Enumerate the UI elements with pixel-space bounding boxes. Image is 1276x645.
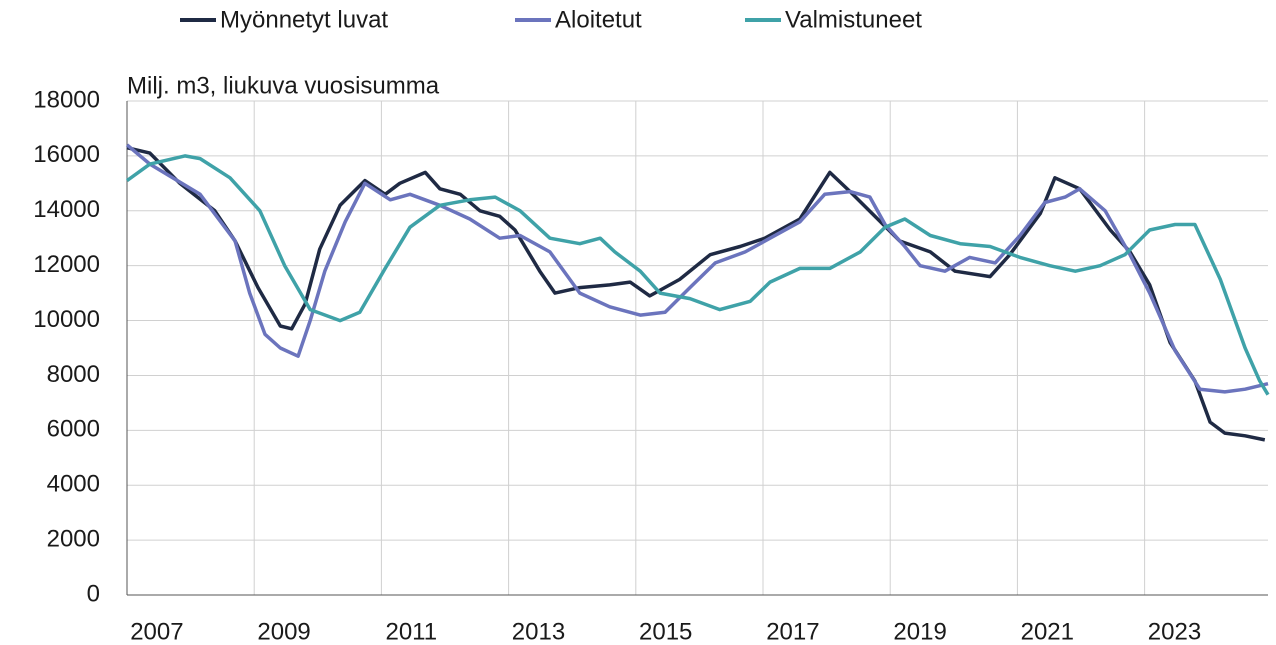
y-axis-label: Milj. m3, liukuva vuosisumma: [127, 72, 440, 99]
x-tick-label: 2013: [512, 618, 565, 645]
x-tick-label: 2015: [639, 618, 692, 645]
y-tick-label: 18000: [33, 86, 100, 113]
x-tick-label: 2021: [1021, 618, 1074, 645]
line: [125, 143, 1269, 394]
x-tick-label: 2023: [1148, 618, 1201, 645]
x-tick-label: 2017: [766, 618, 819, 645]
y-tick-label: 8000: [47, 361, 100, 388]
line: [125, 154, 1270, 396]
x-tick-label: 2009: [257, 618, 310, 645]
y-tick-label: 16000: [33, 141, 100, 168]
y-tick-label: 12000: [33, 251, 100, 278]
y-tick-label: 0: [87, 580, 100, 607]
legend-label: Aloitetut: [555, 6, 642, 33]
y-tick-label: 2000: [47, 525, 100, 552]
x-tick-label: 2007: [130, 618, 183, 645]
x-tick-label: 2019: [893, 618, 946, 645]
y-tick-label: 6000: [47, 416, 100, 443]
y-tick-label: 10000: [33, 306, 100, 333]
y-tick-label: 4000: [47, 471, 100, 498]
legend-label: Valmistuneet: [785, 6, 922, 33]
line: [126, 145, 1266, 442]
legend-label: Myönnetyt luvat: [220, 6, 388, 33]
x-tick-label: 2011: [385, 618, 437, 645]
y-tick-label: 14000: [33, 196, 100, 223]
